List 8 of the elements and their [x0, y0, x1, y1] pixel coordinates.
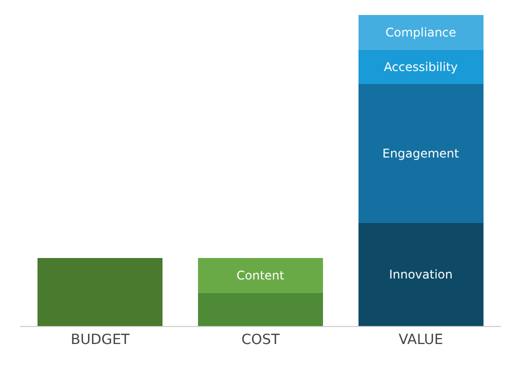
x-tick-label: BUDGET	[70, 332, 130, 348]
series-label: Accessibility	[384, 60, 458, 74]
series-label: Engagement	[382, 146, 460, 161]
series-label: Innovation	[389, 268, 453, 282]
series-label: Compliance	[386, 26, 456, 40]
series-label: Content	[236, 268, 285, 282]
x-tick-label: COST	[241, 332, 280, 348]
x-tick-label: VALUE	[398, 332, 444, 348]
